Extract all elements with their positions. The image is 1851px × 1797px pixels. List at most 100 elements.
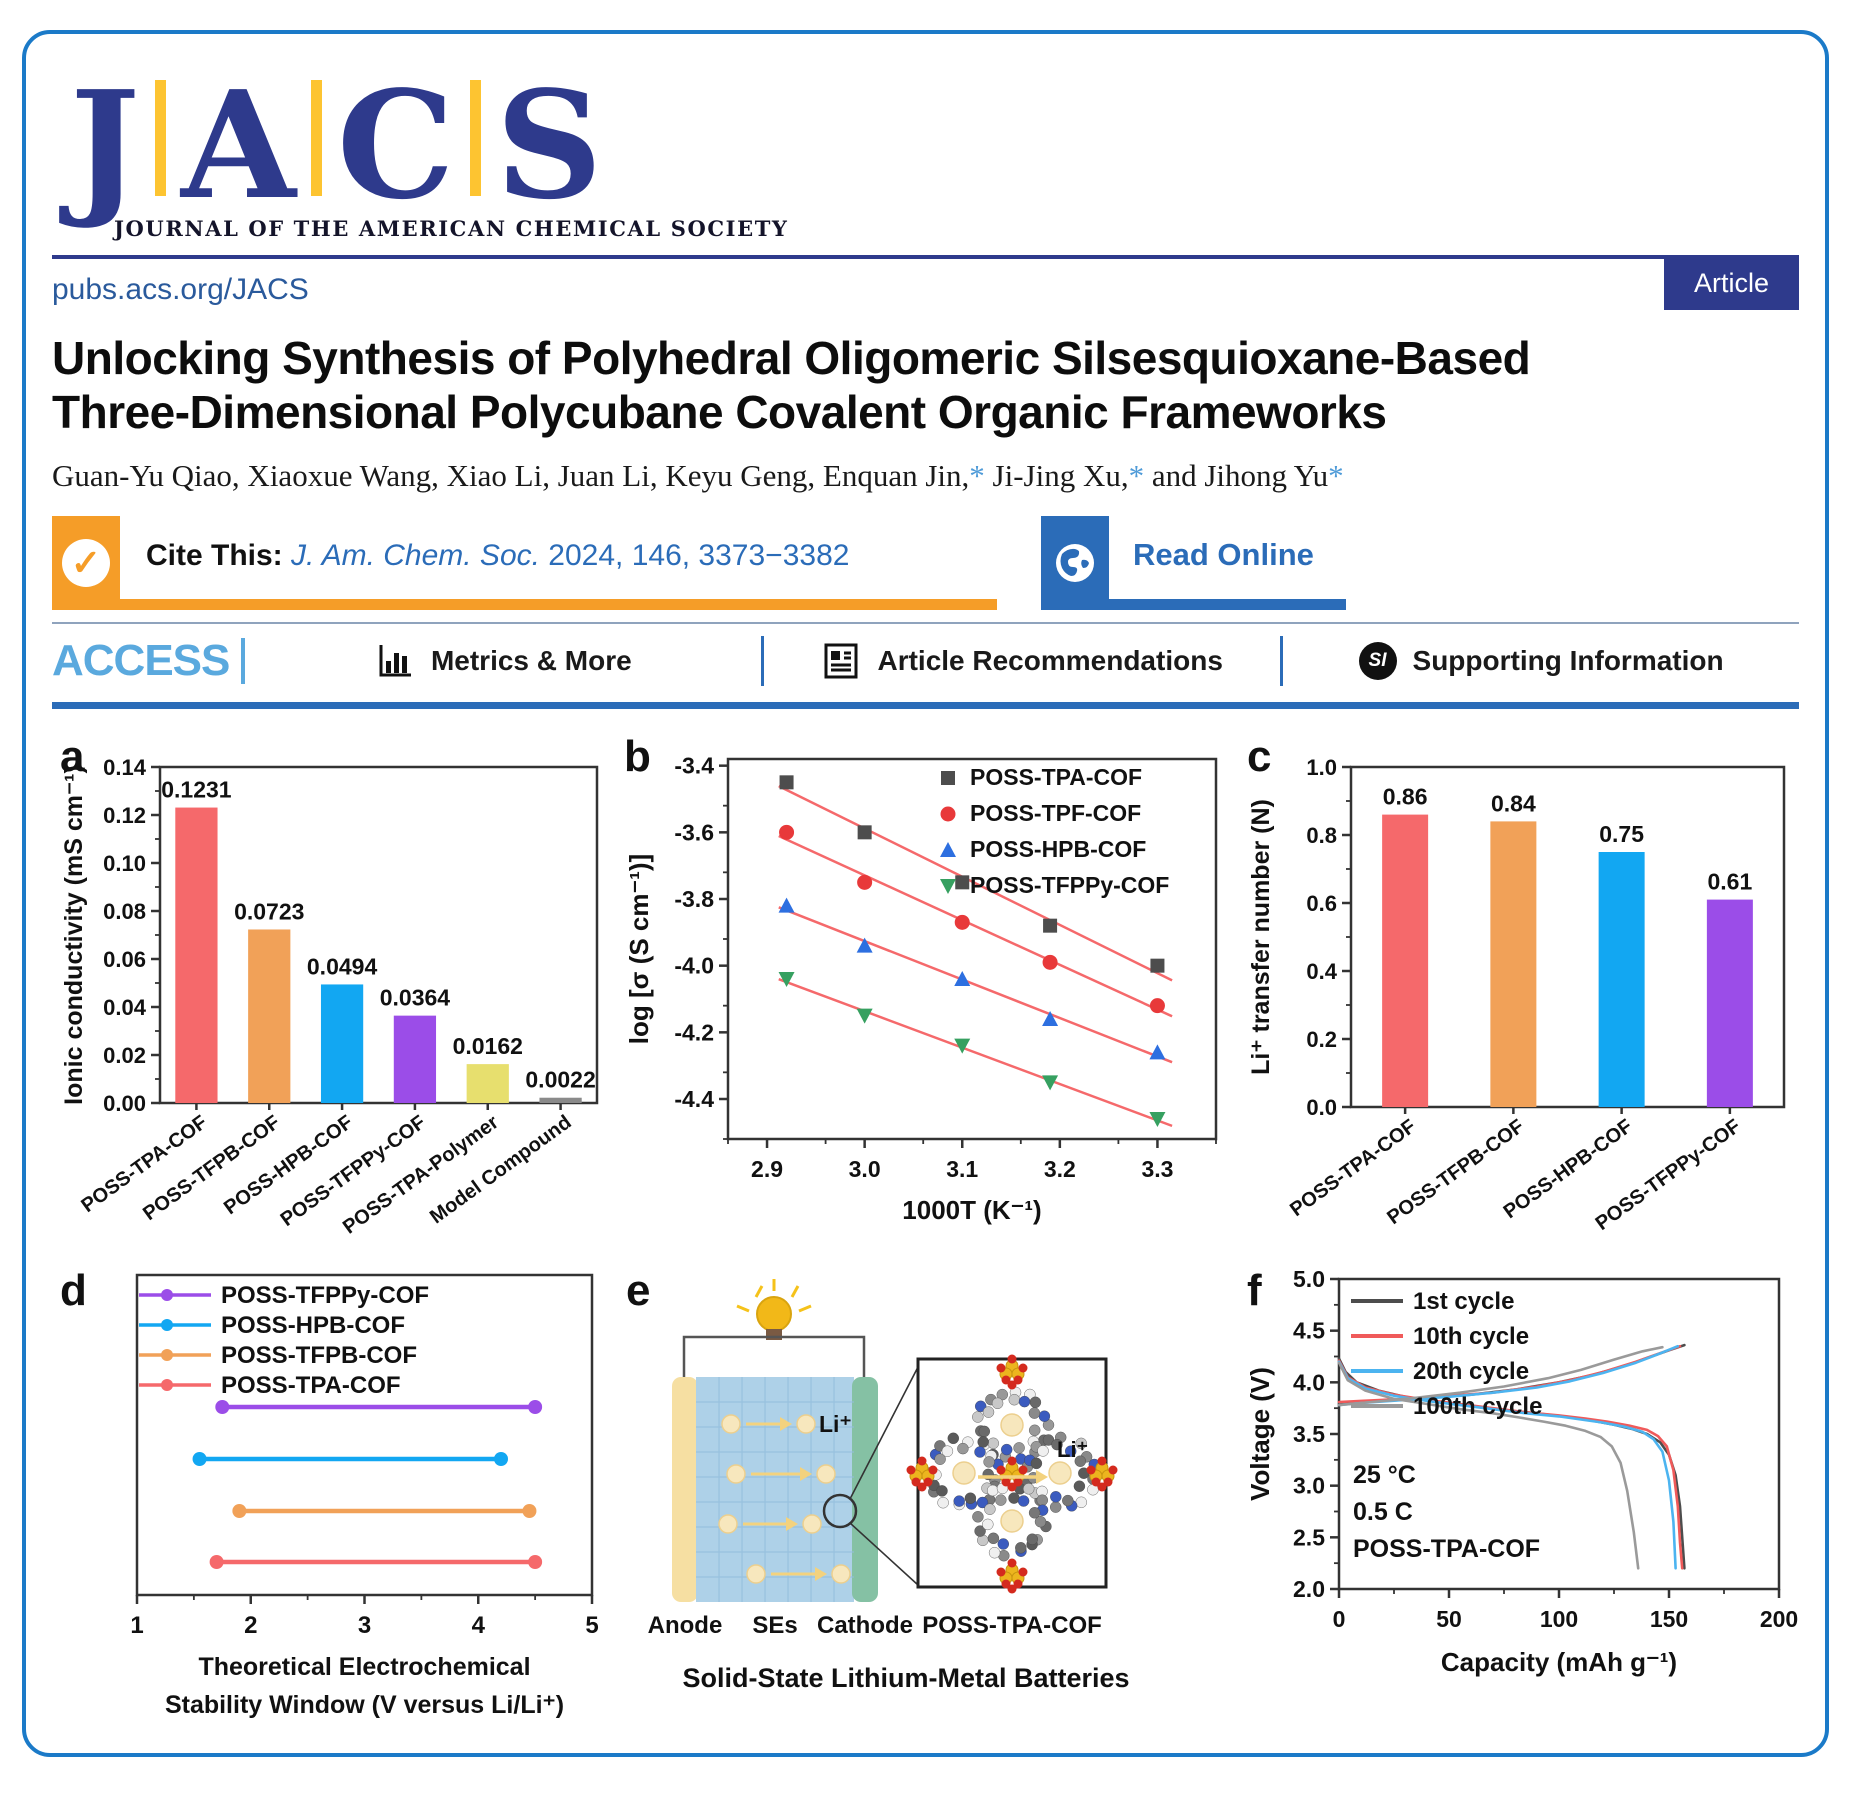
ionic-conductivity-bar-chart: a 0.00 0.02 0.04 0.06 0.08 0.10 0.12 0.14 0.1231 P… bbox=[60, 732, 599, 1238]
svg-text:0.6: 0.6 bbox=[1306, 891, 1337, 916]
svg-text:POSS-HPB-COF: POSS-HPB-COF bbox=[221, 1312, 405, 1339]
section-rule bbox=[52, 701, 1799, 709]
svg-text:log [σ (S cm⁻¹)]: log [σ (S cm⁻¹)] bbox=[624, 853, 654, 1043]
svg-text:Li⁺ transfer number (N): Li⁺ transfer number (N) bbox=[1247, 799, 1275, 1075]
journal-url[interactable]: pubs.acs.org/JACS bbox=[52, 273, 309, 306]
li-migration-arrow bbox=[977, 1469, 1048, 1484]
charge-discharge-chart: f 2.0 2.5 3.0 3.5 4.0 4.5 5.0 0 50 100 150 200 1st cy… bbox=[1245, 1266, 1798, 1677]
svg-text:0.14: 0.14 bbox=[103, 755, 147, 780]
svg-text:0.0364: 0.0364 bbox=[380, 984, 451, 1010]
citation-bar: ✓ Cite This: J. Am. Chem. Soc. 2024, 146… bbox=[52, 515, 1799, 610]
svg-text:0.61: 0.61 bbox=[1707, 868, 1752, 894]
svg-text:3.5: 3.5 bbox=[1293, 1421, 1325, 1447]
svg-text:POSS-TFPPy-COF: POSS-TFPPy-COF bbox=[221, 1282, 429, 1309]
divider bbox=[761, 635, 765, 686]
svg-text:4.0: 4.0 bbox=[1293, 1369, 1325, 1395]
panel-c-transfer-number: c 0.0 0.2 0.4 0.6 0.8 1.0 0.86 POSS-TPA-COF 0.84 P… bbox=[1239, 725, 1799, 1255]
anode-strip bbox=[671, 1376, 698, 1602]
svg-text:0.4: 0.4 bbox=[1306, 959, 1337, 984]
page-title: Unlocking Synthesis of Polyhedral Oligom… bbox=[52, 332, 1531, 438]
svg-text:100th cycle: 100th cycle bbox=[1413, 1393, 1542, 1420]
article-recommendations-link[interactable]: Article Recommendations bbox=[764, 641, 1280, 681]
jacs-logo: J A C S bbox=[70, 56, 1799, 232]
svg-text:Theoretical Electrochemical: Theoretical Electrochemical bbox=[198, 1653, 530, 1681]
svg-text:0.08: 0.08 bbox=[103, 899, 146, 924]
access-pipe bbox=[241, 637, 246, 684]
svg-text:0.00: 0.00 bbox=[103, 1091, 146, 1116]
citation-journal[interactable]: J. Am. Chem. Soc. bbox=[291, 538, 540, 572]
li-transfer-number-bar-chart: c0.00.20.40.60.81.00.86POSS-TPA-COF0.84P… bbox=[1247, 732, 1786, 1235]
svg-text:3.0: 3.0 bbox=[848, 1156, 880, 1182]
svg-text:2.5: 2.5 bbox=[1293, 1524, 1325, 1550]
svg-text:POSS-TPA-COF: POSS-TPA-COF bbox=[970, 764, 1142, 790]
svg-text:-4.4: -4.4 bbox=[674, 1086, 714, 1112]
svg-text:5.0: 5.0 bbox=[1293, 1266, 1325, 1292]
svg-text:POSS-TPA-COF: POSS-TPA-COF bbox=[221, 1372, 401, 1399]
svg-text:0.10: 0.10 bbox=[103, 851, 146, 876]
logo-gold-bar bbox=[310, 80, 322, 196]
panel-d-stability-window: d 1 2 3 4 5 POSS-TFPPy-COF POSS-HPB-COF POSS-TFP… bbox=[52, 1259, 612, 1719]
light-bulb-icon bbox=[735, 1278, 812, 1340]
svg-text:0.0022: 0.0022 bbox=[525, 1066, 595, 1092]
cite-this-block[interactable]: ✓ Cite This: J. Am. Chem. Soc. 2024, 146… bbox=[52, 515, 997, 610]
svg-text:1: 1 bbox=[130, 1612, 143, 1639]
svg-text:1st cycle: 1st cycle bbox=[1413, 1288, 1514, 1315]
magnifier-circle bbox=[822, 1493, 857, 1528]
inset-li-label: Li⁺ bbox=[1057, 1437, 1088, 1462]
svg-text:25 °C: 25 °C bbox=[1353, 1461, 1416, 1489]
svg-text:-4.0: -4.0 bbox=[674, 952, 714, 978]
globe-icon bbox=[1041, 515, 1109, 610]
article-icon bbox=[824, 643, 858, 679]
li-ion-label: Li⁺ bbox=[819, 1411, 852, 1437]
supporting-information-link[interactable]: SI Supporting Information bbox=[1283, 641, 1799, 680]
anode-label: Anode bbox=[647, 1612, 722, 1639]
svg-text:-3.4: -3.4 bbox=[674, 752, 714, 778]
inset-caption: POSS-TPA-COF bbox=[922, 1612, 1102, 1639]
arrhenius-scatter-chart: b -3.4 -3.6 -3.8 -4.0 -4.2 -4.4 2.9 3.0 3.1 3.2 3.3… bbox=[624, 732, 1217, 1225]
cof-framework-structure bbox=[906, 1354, 1117, 1594]
citation-detail[interactable]: 2024, 146, 3373−3382 bbox=[539, 538, 850, 572]
access-link[interactable]: ACCESS bbox=[52, 635, 230, 685]
svg-text:3: 3 bbox=[358, 1612, 371, 1639]
article-type-badge: Article bbox=[1663, 259, 1799, 310]
cathode-label: Cathode bbox=[817, 1612, 913, 1639]
jacs-letter-a: A bbox=[181, 57, 296, 232]
cite-orange-bar bbox=[118, 598, 997, 610]
jacs-letter-j: J bbox=[70, 57, 141, 232]
svg-text:Capacity (mAh g⁻¹): Capacity (mAh g⁻¹) bbox=[1441, 1647, 1677, 1677]
svg-text:Voltage (V): Voltage (V) bbox=[1245, 1367, 1275, 1501]
bar-chart-icon bbox=[379, 644, 411, 677]
svg-text:0.84: 0.84 bbox=[1491, 790, 1536, 816]
cite-this-label: Cite This: bbox=[146, 538, 283, 572]
panel-e-caption: Solid-State Lithium-Metal Batteries bbox=[682, 1663, 1129, 1693]
svg-text:0.0162: 0.0162 bbox=[453, 1033, 523, 1059]
svg-text:POSS-TPF-COF: POSS-TPF-COF bbox=[970, 800, 1141, 826]
figure-grid: a 0.00 0.02 0.04 0.06 0.08 0.10 0.12 0.14 0.1231 P… bbox=[52, 725, 1799, 1719]
svg-text:4: 4 bbox=[472, 1612, 486, 1639]
header-rule bbox=[52, 255, 1799, 259]
svg-text:POSS-TFPB-COF: POSS-TFPB-COF bbox=[139, 1111, 284, 1225]
battery-schematic: e bbox=[626, 1266, 1130, 1693]
svg-text:0.04: 0.04 bbox=[103, 995, 147, 1020]
read-online-block[interactable]: Read Online bbox=[1041, 515, 1346, 610]
svg-text:1.0: 1.0 bbox=[1306, 755, 1337, 780]
read-blue-bar bbox=[1109, 598, 1346, 610]
svg-text:0.06: 0.06 bbox=[103, 947, 146, 972]
svg-text:POSS-TFPPy-COF: POSS-TFPPy-COF bbox=[970, 872, 1169, 898]
svg-text:0.5 C: 0.5 C bbox=[1353, 1498, 1413, 1526]
journal-subtitle: JOURNAL OF THE AMERICAN CHEMICAL SOCIETY bbox=[114, 216, 789, 241]
svg-text:2: 2 bbox=[244, 1612, 257, 1639]
jacs-letter-c: C bbox=[336, 57, 455, 232]
panel-f-cycling: f 2.0 2.5 3.0 3.5 4.0 4.5 5.0 0 50 100 150 200 1st cy… bbox=[1239, 1259, 1799, 1719]
access-item-label: Metrics & More bbox=[430, 644, 632, 676]
svg-text:3.0: 3.0 bbox=[1293, 1472, 1325, 1498]
svg-text:0.0494: 0.0494 bbox=[307, 953, 378, 979]
svg-text:0.02: 0.02 bbox=[103, 1043, 146, 1068]
svg-text:c: c bbox=[1247, 732, 1271, 781]
svg-text:d: d bbox=[60, 1266, 87, 1315]
check-badge-icon: ✓ bbox=[52, 515, 120, 610]
check-icon: ✓ bbox=[62, 538, 110, 587]
svg-text:Stability Window (V versus Li/: Stability Window (V versus Li/Li⁺) bbox=[165, 1691, 564, 1719]
stability-window-chart: d 1 2 3 4 5 POSS-TFPPy-COF POSS-HPB-COF POSS-TFP… bbox=[60, 1266, 599, 1719]
metrics-and-more-link[interactable]: Metrics & More bbox=[245, 641, 761, 681]
